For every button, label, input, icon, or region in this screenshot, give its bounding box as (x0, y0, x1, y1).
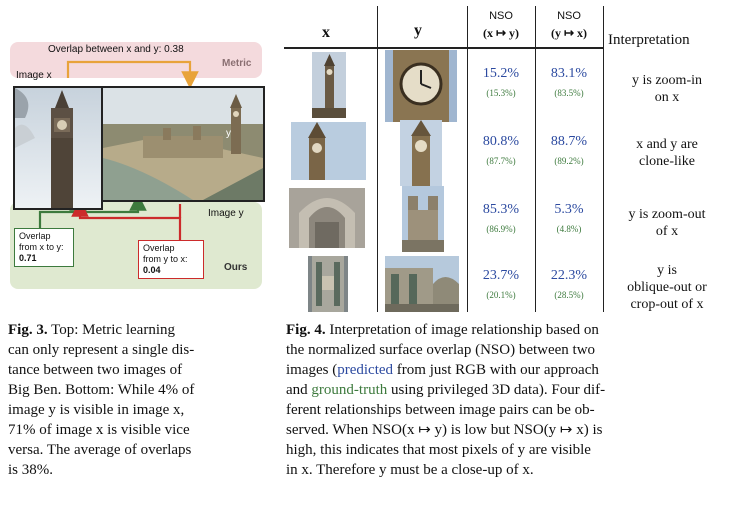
row3-pred-yx: 5.3% (554, 202, 584, 217)
metric-label: Metric (222, 58, 252, 69)
figure-3: Overlap between x and y: 0.38 Metric Ima… (10, 42, 265, 289)
row2-pred-yx: 88.7% (550, 134, 588, 149)
fig3-caption-l7: versa. The average of overlaps (8, 442, 192, 458)
header-nso-xy-top: NSO (489, 10, 513, 22)
fig3-caption-l5: image y is visible in image x, (8, 402, 185, 418)
fig4-caption-l2: the normalized surface overlap (NSO) bet… (286, 342, 596, 358)
row1-pred-xy: 15.2% (482, 66, 520, 81)
overlap-y-to-x-line1: Overlap (143, 243, 175, 253)
row4-gt-yx: (28.5%) (554, 290, 584, 300)
row1-y-thumb (385, 50, 457, 122)
row4-x-thumb (308, 256, 348, 312)
row2-interp-line2: clone-like (639, 154, 695, 169)
fig4-caption-l1: Interpretation of image relationship bas… (325, 322, 599, 338)
row4-pred-yx: 22.3% (550, 268, 588, 283)
fig4-caption-l3b: from just RGB with our approach (393, 362, 599, 378)
ours-label: Ours (224, 262, 248, 273)
row1-gt-xy: (15.3%) (486, 88, 516, 98)
fig4-caption-label: Fig. 4. (286, 322, 326, 338)
row4-interpretation: y is oblique-out or crop-out of x (604, 262, 730, 313)
row2-x-thumb (291, 122, 366, 180)
image-y-photo (101, 86, 265, 202)
image-y-label: Image y (208, 208, 244, 219)
fig4-caption-l3a: images ( (286, 362, 338, 378)
fig3-caption: Fig. 3. Top: Metric learning can only re… (8, 320, 270, 480)
row3-gt-xy: (86.9%) (486, 224, 516, 234)
fig4-caption-predicted: predicted (337, 362, 394, 378)
overlap-y-to-x-value: 0.04 (143, 265, 161, 275)
metric-band (10, 42, 262, 78)
header-nso-xy-bottom: (x ↦ y) (482, 26, 520, 40)
overlap-y-to-x-box: Overlap from y to x: 0.04 (138, 240, 204, 279)
row3-interp-line2: of x (655, 224, 679, 239)
fig4-caption-l5: ferent relationships between image pairs… (286, 402, 595, 418)
row2-interp-line1: x and y are (636, 137, 698, 152)
overlap-x-to-y-line1: Overlap (19, 231, 51, 241)
overlap-arrows (38, 60, 199, 240)
row2-gt-yx: (89.2%) (554, 156, 584, 166)
overlap-x-to-y-value: 0.71 (19, 253, 37, 263)
overlap-x-to-y-box: Overlap from x to y: 0.71 (14, 228, 74, 267)
overlap-x-to-y-line2: from x to y: (19, 242, 64, 252)
row2-gt-xy: (87.7%) (486, 156, 516, 166)
fig4-caption-l8: in x. Therefore y must be a close-up of … (286, 462, 534, 478)
row3-gt-yx: (4.8%) (556, 224, 582, 234)
fig3-caption-l6: 71% of image x is visible vice (8, 422, 190, 438)
col-sep-2 (467, 6, 468, 312)
row4-gt-xy: (20.1%) (486, 290, 516, 300)
row4-interp-line2: oblique-out or (627, 280, 707, 295)
row1-interp-line1: y is zoom-in (632, 73, 702, 88)
row4-pred-xy: 23.7% (482, 268, 520, 283)
row1-x-thumb (312, 52, 346, 118)
image-x-photo (13, 86, 103, 210)
fig3-caption-label: Fig. 3. (8, 322, 48, 338)
fig3-caption-l2: can only represent a single dis- (8, 342, 195, 358)
image-x-label: Image x (16, 70, 52, 81)
header-nso-yx-top: NSO (557, 10, 581, 22)
metric-overlap-text: Overlap between x and y: 0.38 (48, 44, 184, 55)
row1-gt-yx: (83.5%) (554, 88, 584, 98)
row4-y-thumb (385, 256, 459, 312)
col-sep-4 (603, 6, 604, 312)
row4-interp-line3: crop-out of x (630, 297, 704, 312)
row1-pred-yx: 83.1% (550, 66, 588, 81)
row1-interp-line2: on x (654, 90, 680, 105)
fig4-caption-l6: served. When NSO(x ↦ y) is low but NSO(y… (286, 422, 603, 438)
header-interpretation: Interpretation (608, 32, 690, 48)
y-marker: y (226, 128, 231, 139)
header-nso-yx-bottom: (y ↦ x) (550, 26, 588, 40)
header-rule (284, 47, 604, 49)
row1-interpretation: y is zoom-in on x (604, 72, 730, 106)
col-sep-1 (377, 6, 378, 312)
row4-interp-line1: y is (657, 263, 677, 278)
fig4-caption-l7: high, this indicates that most pixels of… (286, 442, 591, 458)
header-x: x (322, 24, 330, 41)
fig3-caption-l3: tance between two images of (8, 362, 183, 378)
row3-interp-line1: y is zoom-out (628, 207, 706, 222)
fig4-caption-l4a: and (286, 382, 312, 398)
fig4-caption: Fig. 4. Interpretation of image relation… (286, 320, 732, 480)
row2-interpretation: x and y are clone-like (604, 136, 730, 170)
row3-pred-xy: 85.3% (482, 202, 520, 217)
fig3-caption-l1: Top: Metric learning (47, 322, 175, 338)
row3-interpretation: y is zoom-out of x (604, 206, 730, 240)
row3-x-thumb (289, 188, 365, 248)
row3-y-thumb (402, 186, 444, 252)
overlap-y-to-x-line2: from y to x: (143, 254, 188, 264)
col-sep-3 (535, 6, 536, 312)
fig4-caption-l4b: using privileged 3D data). Four dif- (387, 382, 606, 398)
row2-pred-xy: 80.8% (482, 134, 520, 149)
fig4-caption-ground-truth: ground-truth (311, 382, 388, 398)
fig3-caption-l4: Big Ben. Bottom: While 4% of (8, 382, 195, 398)
fig3-caption-l8: is 38%. (8, 462, 53, 478)
row2-y-thumb (400, 120, 442, 186)
figure-4-table: x y NSO (x ↦ y) NSO (y ↦ x) Interpretati… (284, 6, 730, 312)
header-y: y (414, 22, 422, 39)
